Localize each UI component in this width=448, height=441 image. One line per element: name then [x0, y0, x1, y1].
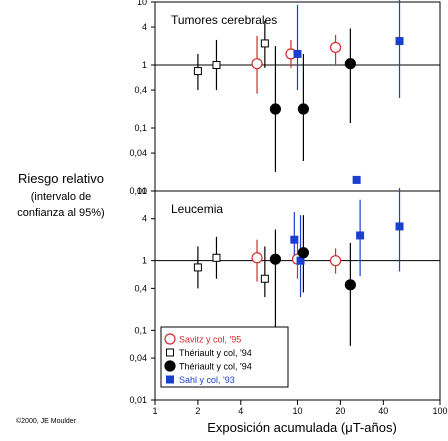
- data-point: [329, 255, 342, 267]
- y-tick-label: 1: [142, 256, 147, 266]
- y-tick-label: 4: [142, 214, 147, 224]
- data-point: [193, 263, 202, 272]
- x-tick-label: 40: [378, 406, 388, 416]
- data-point: [251, 252, 263, 264]
- y-tick-label: 0,4: [134, 85, 147, 95]
- legend-label: Savitz y col, '95: [179, 335, 241, 345]
- panel-title-brain: Tumores cerebrales: [171, 13, 277, 27]
- legend-marker: [166, 348, 174, 357]
- data-point: [297, 247, 309, 259]
- data-marks: [193, 0, 404, 346]
- data-point: [212, 61, 221, 69]
- y-tick-label: 1: [142, 60, 147, 70]
- panel-title-leukemia: Leucemia: [171, 202, 223, 216]
- y-tick-label: 10: [137, 0, 147, 7]
- data-point: [269, 103, 282, 115]
- data-point: [352, 175, 361, 184]
- data-point: [344, 58, 356, 70]
- y-tick-label: 0,01: [129, 395, 147, 405]
- data-point: [329, 41, 342, 54]
- data-point: [193, 67, 202, 76]
- legend-marker: [164, 360, 176, 372]
- legend-label: Sahl y col, '93: [179, 375, 235, 385]
- legend: Savitz y col, '95 Thériault y col, '94 Thé…: [160, 326, 289, 388]
- y-tick-label: 0,04: [129, 353, 147, 363]
- y-axis-title-line1: Riesgo relativo: [18, 171, 104, 186]
- data-point: [293, 49, 302, 58]
- data-point: [395, 222, 404, 231]
- y-tick-label: 4: [142, 22, 147, 32]
- y-tick-label: 0,1: [134, 123, 147, 133]
- x-axis-title: Exposición acumulada (μT-años): [207, 420, 397, 435]
- data-point: [297, 103, 309, 115]
- data-point: [251, 58, 263, 70]
- y-axis-title-line3: confianza al 95%): [17, 207, 104, 219]
- data-point: [395, 37, 404, 46]
- legend-box: [160, 326, 289, 388]
- legend-label: Thériault y col, '94: [179, 348, 252, 358]
- data-point: [344, 279, 356, 291]
- y-tick-label: 0,1: [134, 325, 147, 335]
- legend-entries: Savitz y col, '95 Thériault y col, '94 Thé…: [164, 333, 252, 385]
- data-point: [212, 253, 221, 262]
- legend-label: Thériault y col, '94: [179, 362, 252, 372]
- axis-ticks: 1 2 4 10 20 40 1000,010,040,10,414100,010,040,…: [129, 0, 447, 416]
- x-tick-label: 1: [152, 406, 157, 416]
- x-tick-label: 2: [195, 406, 200, 416]
- data-point: [269, 253, 282, 265]
- y-tick-label: 0,4: [134, 283, 147, 293]
- legend-marker: [166, 375, 174, 384]
- x-tick-label: 20: [335, 406, 345, 416]
- data-point: [260, 39, 269, 48]
- y-tick-label: 0,01: [129, 186, 147, 196]
- copyright-notice: ©2000, JE Moulder: [16, 417, 77, 425]
- x-tick-label: 10: [292, 406, 302, 416]
- reference-lines: [155, 64, 440, 262]
- x-tick-label: 4: [238, 406, 243, 416]
- y-tick-label: 10: [137, 186, 147, 196]
- y-axis-title-line2: (intervalo de: [31, 191, 92, 203]
- legend-marker: [164, 333, 176, 345]
- y-tick-label: 0,04: [129, 148, 147, 158]
- data-point: [290, 235, 299, 244]
- data-point: [356, 231, 365, 240]
- x-tick-label: 100: [432, 406, 447, 416]
- data-point: [260, 274, 269, 283]
